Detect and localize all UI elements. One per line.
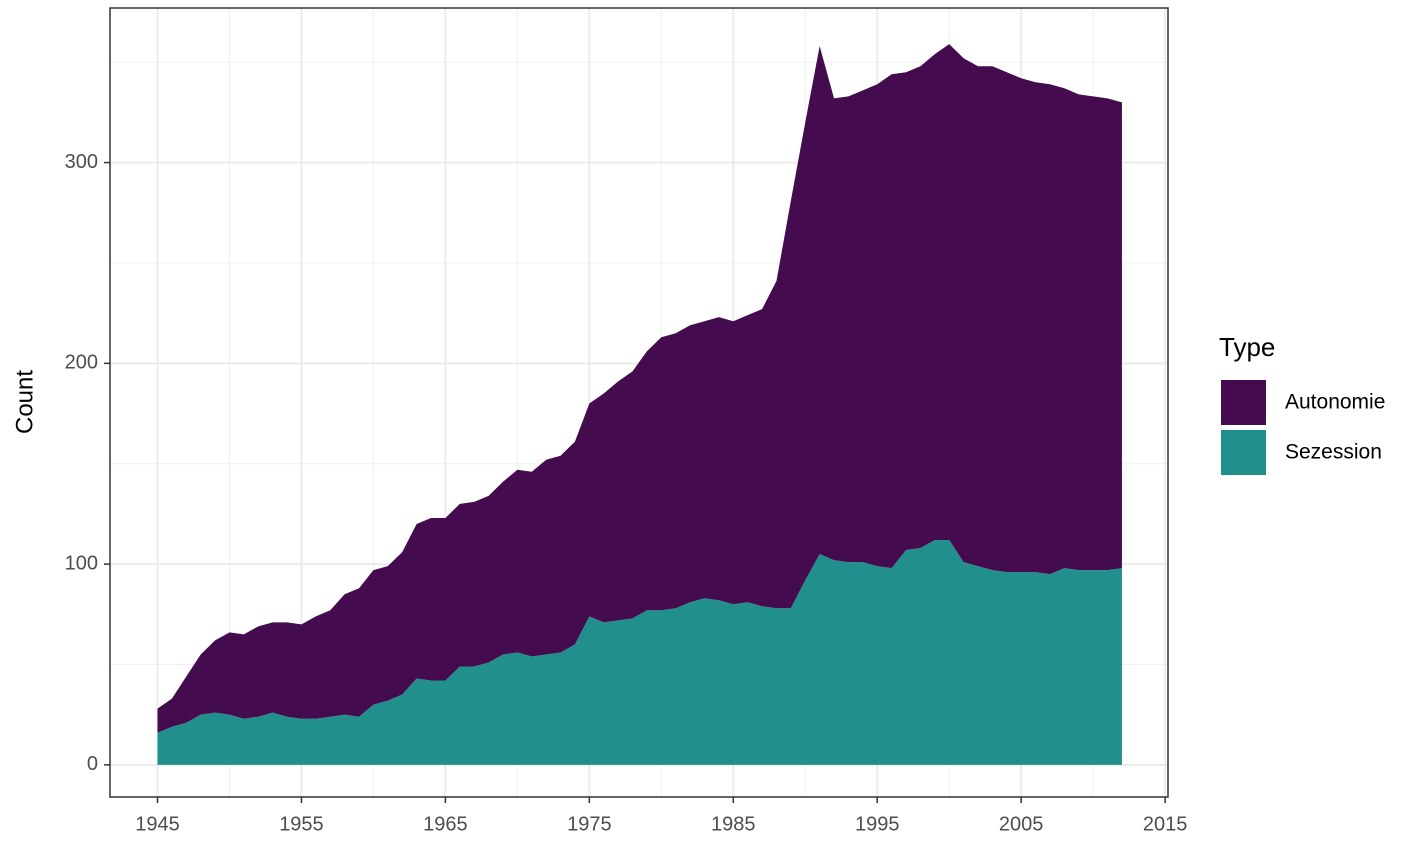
x-tick-label: 1965 [423,813,468,835]
y-tick-label: 200 [65,352,98,374]
y-tick-label: 0 [87,753,98,775]
y-tick-label: 300 [65,151,98,173]
legend-title: Type [1219,332,1275,362]
legend: Autonomie Sezession [1221,380,1385,475]
area [157,44,1122,733]
legend-label: Autonomie [1285,391,1385,414]
y-tick-label: 100 [65,552,98,574]
legend-label: Sezession [1285,441,1382,464]
areas [157,44,1122,765]
area [157,540,1122,765]
x-tick-label: 2005 [999,813,1044,835]
legend-key [1221,380,1266,425]
panel-border [109,7,1169,798]
legend-key [1221,430,1266,475]
x-tick-label: 2015 [1143,813,1188,835]
y-axis-label: Count [11,370,38,434]
x-tick-label: 1995 [855,813,900,835]
axes: 0 100 200 300 1945 1955 1965 1975 1985 1995 2005 20… [65,7,1188,835]
x-tick-label: 1985 [711,813,756,835]
x-tick-label: 1945 [135,813,180,835]
x-tick-label: 1955 [279,813,324,835]
x-tick-label: 1975 [567,813,612,835]
